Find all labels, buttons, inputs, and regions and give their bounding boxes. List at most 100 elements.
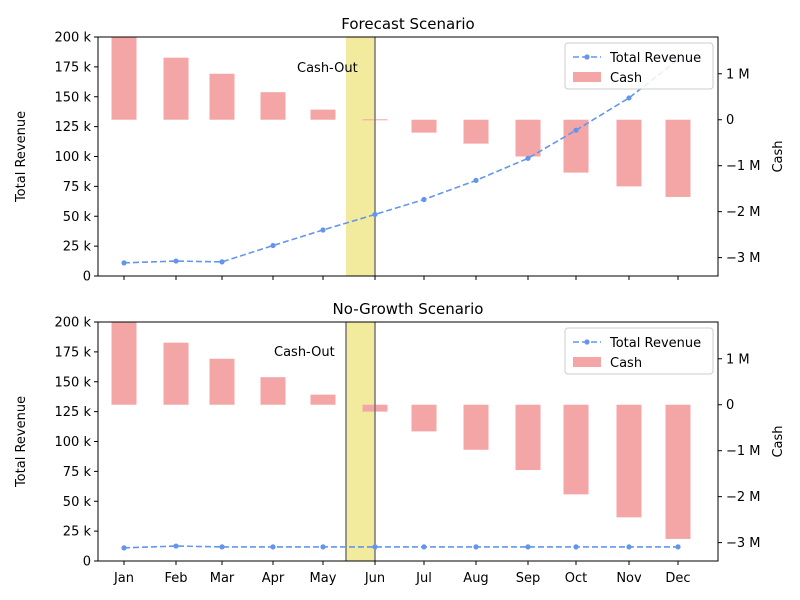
revenue-point-apr [270,242,276,249]
cash-bar-mar [209,358,235,405]
cash-bar-jan [111,322,137,405]
legend-label-cash: Cash [610,356,642,371]
revenue-point-aug [473,544,479,550]
cash-bar-feb [163,342,189,405]
y2-tick-label: −1 M [726,159,761,174]
y-tick-label: 200 k [55,316,92,331]
y2-tick-label: 1 M [726,352,750,367]
legend-label-revenue: Total Revenue [609,336,701,351]
panel-forecast: Cash-Out Forecast Scenario 0 25 k 50 k 75 k 10… [14,15,786,285]
y2-tick-label: 0 [726,398,734,413]
y-tick-label: 50 k [63,495,92,510]
y-tick-label: 0 [83,270,91,285]
plot-area [111,37,691,276]
y-tick-label: 100 k [55,435,92,450]
legend-bar-swatch [573,72,601,82]
y-tick-label: 175 k [55,60,92,75]
cash-bar-dec [665,404,691,539]
y2-tick-label: −2 M [726,205,761,220]
x-tick-label-sep: Sep [516,571,541,586]
x-tick-label-feb: Feb [164,571,187,586]
revenue-point-oct [573,544,579,550]
revenue-point-aug [473,177,479,183]
y2-axis-label: Cash [771,425,786,457]
x-tick-label-jun: Jun [364,571,385,586]
y-axis-label: Total Revenue [14,111,29,203]
legend: Total Revenue Cash [564,327,714,375]
revenue-point-mar [219,544,225,550]
revenue-point-jan [121,260,127,266]
y2-axis-label: Cash [771,140,786,172]
x-tick-label-jan: Jan [113,571,134,586]
y2-tick-label: −3 M [726,251,761,266]
cash-bar-jul [411,119,437,133]
revenue-point-oct [573,127,579,133]
cash-bar-jan [111,37,137,120]
cash-bar-oct [563,404,589,495]
y-tick-label: 0 [83,555,91,570]
plot-area [111,322,691,561]
y-tick-label: 50 k [63,210,92,225]
revenue-point-jun [372,211,378,218]
y-tick-label: 175 k [55,345,92,360]
y2-tick-label: −1 M [726,444,761,459]
legend-label-revenue: Total Revenue [609,51,701,66]
cash-bar-may [310,109,336,120]
chart-title: No-Growth Scenario [333,300,484,318]
x-tick-label-dec: Dec [665,571,690,586]
revenue-line [123,545,678,549]
cash-bar-dec [665,119,691,197]
y2-tick-label: −2 M [726,490,761,505]
revenue-point-sep [525,155,531,161]
y-tick-label: 75 k [63,180,92,195]
y-tick-label: 150 k [55,90,92,105]
cash-out-band [346,37,375,276]
revenue-point-jun [372,544,378,550]
cash-out-band [346,322,375,561]
y2-tick-label: 0 [726,113,734,128]
x-tick-label-oct: Oct [565,571,587,586]
revenue-point-may [320,227,326,233]
revenue-point-mar [219,259,225,265]
cash-bar-apr [260,377,286,405]
cash-bar-apr [260,92,286,120]
cash-out-label: Cash-Out [274,345,335,360]
y-tick-label: 25 k [63,240,92,255]
x-tick-label-nov: Nov [616,571,642,586]
revenue-point-dec [675,544,681,550]
legend-label-cash: Cash [610,71,642,86]
revenue-point-apr [270,544,276,550]
y2-tick-label: −3 M [726,536,761,551]
cash-bar-may [310,394,336,405]
x-tick-label-mar: Mar [210,571,235,586]
x-tick-label-may: May [310,571,337,586]
cash-bar-nov [616,119,642,187]
y-tick-label: 125 k [55,405,92,420]
cash-out-label: Cash-Out [297,61,358,76]
cash-bar-feb [163,57,189,120]
legend-line-marker [584,54,590,60]
x-tick-label-aug: Aug [463,571,488,586]
y-axis-label: Total Revenue [14,396,29,488]
legend-bar-swatch [573,357,601,367]
chart-title: Forecast Scenario [341,15,474,33]
y2-tick-label: 1 M [726,67,750,82]
y-tick-label: 150 k [55,375,92,390]
revenue-point-jul [421,196,427,203]
y-tick-label: 75 k [63,465,92,480]
revenue-point-nov [626,95,632,101]
revenue-line [123,59,679,264]
cash-bar-aug [463,119,489,144]
legend-box [564,327,714,375]
legend: Total Revenue Cash [564,42,714,90]
revenue-point-feb [173,258,179,264]
y-tick-label: 25 k [63,525,92,540]
x-tick-label-jul: Jul [415,571,432,586]
cash-bar-nov [616,404,642,518]
legend-box [564,42,714,90]
y-tick-label: 200 k [55,31,92,46]
cash-bar-sep [515,404,541,470]
cash-bar-jul [411,404,437,432]
